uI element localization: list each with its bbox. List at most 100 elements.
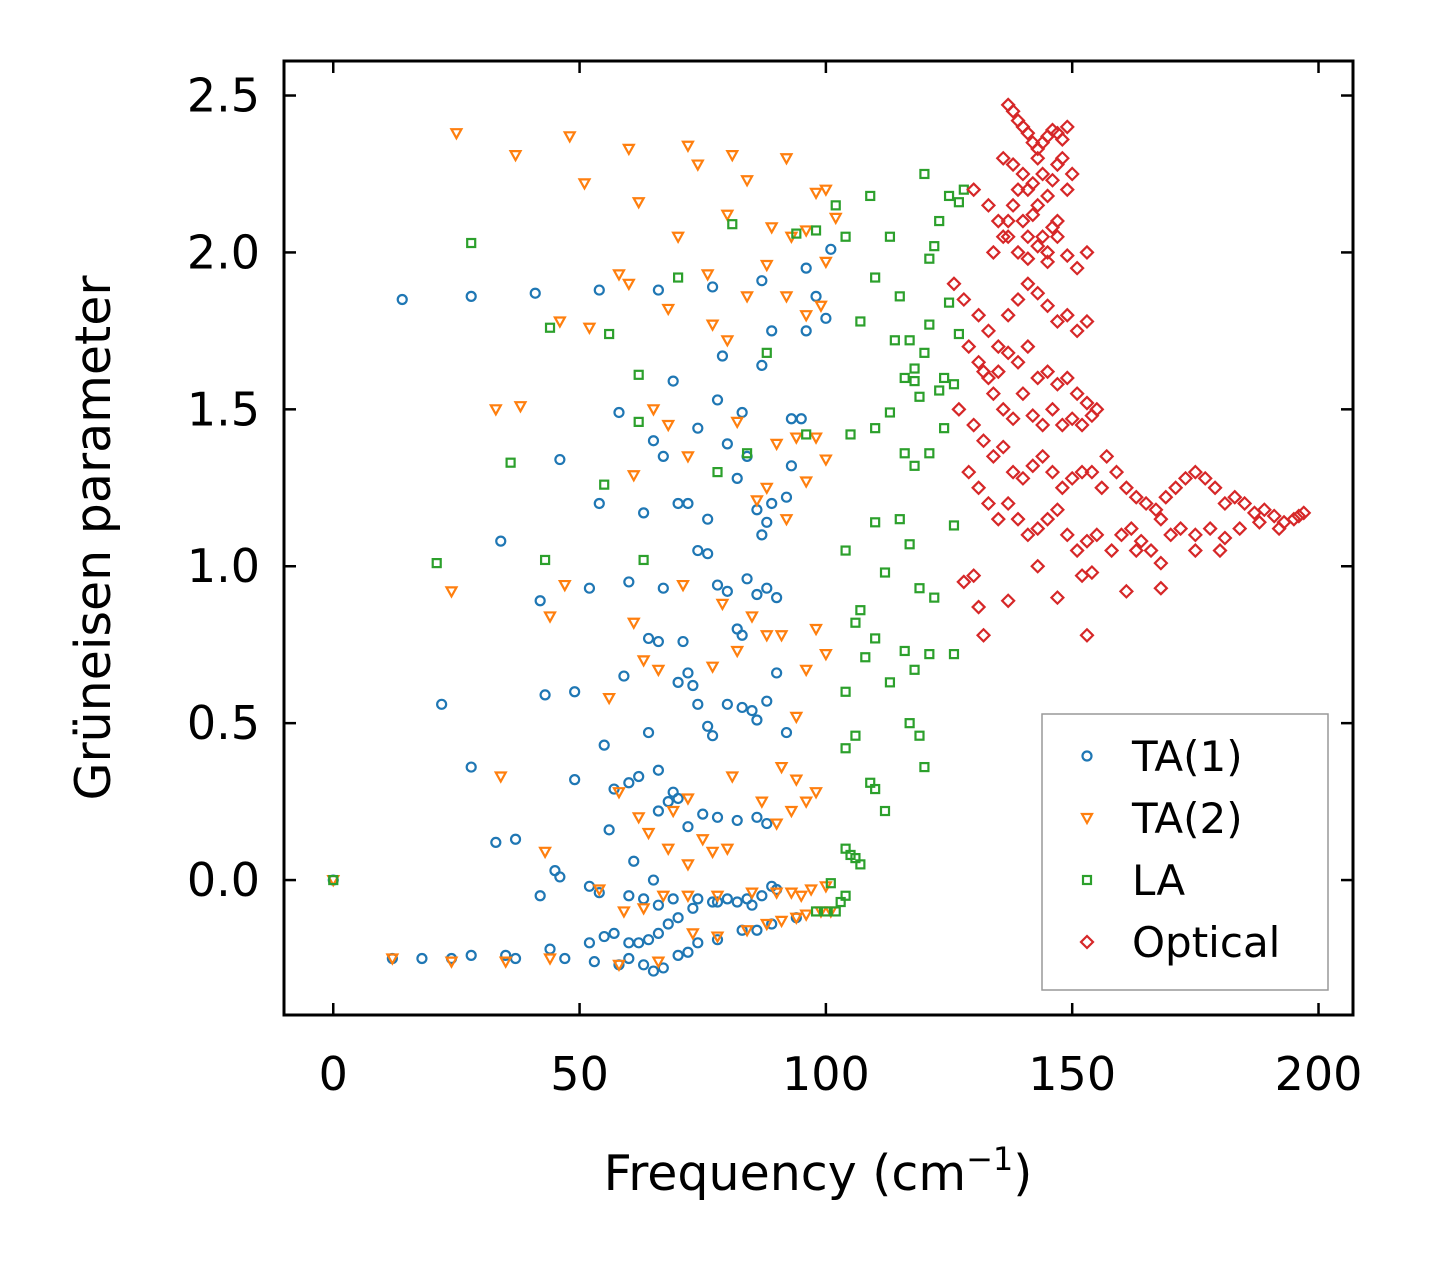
point-ta2	[681, 859, 695, 872]
point-optical	[1030, 521, 1046, 537]
legend-label: Optical	[1132, 918, 1280, 967]
point-ta1	[756, 359, 768, 372]
point-optical	[1212, 542, 1228, 559]
point-optical	[966, 568, 982, 584]
point-ta1	[766, 325, 778, 337]
point-ta2	[631, 812, 646, 825]
point-ta1	[672, 676, 684, 688]
point-optical	[1054, 131, 1070, 148]
point-optical	[1005, 157, 1021, 173]
point-ta2	[385, 953, 400, 966]
point-ta2	[543, 953, 557, 966]
point-ta2	[626, 470, 641, 483]
point-ta1	[756, 275, 768, 287]
point-optical	[985, 244, 1001, 260]
point-ta1	[736, 701, 748, 714]
point-ta1	[638, 507, 650, 519]
point-la	[870, 517, 881, 528]
point-optical	[1079, 244, 1095, 260]
point-optical	[1044, 401, 1061, 417]
point-ta2	[538, 846, 552, 860]
point-ta2	[819, 256, 833, 270]
point-ta2	[705, 319, 720, 332]
point-optical	[1069, 542, 1085, 559]
point-optical	[1049, 213, 1065, 229]
y-tick-label: 2.0	[187, 225, 260, 279]
point-optical	[1049, 376, 1065, 392]
point-optical	[990, 511, 1006, 527]
point-optical	[1158, 489, 1174, 505]
point-optical	[1035, 229, 1051, 245]
point-ta2	[705, 661, 720, 674]
point-optical	[1069, 323, 1085, 339]
point-optical	[1251, 514, 1267, 530]
point-optical	[1040, 244, 1056, 260]
point-ta1	[598, 739, 610, 751]
point-la	[879, 805, 891, 817]
point-la	[761, 347, 772, 358]
point-la	[633, 369, 644, 380]
point-ta2	[809, 787, 823, 800]
point-la	[894, 291, 905, 302]
point-ta2	[710, 890, 725, 904]
point-ta2	[681, 890, 695, 904]
point-optical	[1197, 470, 1213, 486]
point-ta1	[633, 770, 645, 783]
point-optical	[1089, 527, 1105, 543]
point-ta1	[692, 698, 704, 710]
point-ta1	[539, 689, 551, 701]
point-ta1	[593, 887, 605, 899]
point-ta1	[721, 893, 733, 905]
point-ta2	[799, 476, 814, 489]
point-ta1	[771, 592, 783, 604]
point-ta1	[495, 535, 507, 547]
point-la	[939, 372, 950, 384]
point-ta1	[746, 899, 758, 911]
point-optical	[1074, 417, 1090, 433]
point-ta1	[603, 824, 615, 836]
point-ta2	[695, 834, 710, 847]
point-ta2	[799, 664, 814, 678]
point-la	[840, 686, 851, 697]
point-optical	[975, 627, 992, 643]
legend-label: TA(2)	[1131, 794, 1243, 843]
point-ta2	[720, 843, 735, 856]
point-la	[934, 215, 945, 227]
point-ta2	[809, 623, 823, 637]
point-optical	[1000, 495, 1016, 512]
x-tick-label: 150	[1028, 1047, 1116, 1101]
point-optical	[1040, 254, 1056, 270]
point-optical	[1084, 564, 1100, 581]
point-ta2	[661, 419, 676, 433]
point-ta2	[681, 451, 695, 464]
point-ta1	[756, 529, 768, 541]
point-optical	[1020, 251, 1036, 267]
point-ta1	[731, 472, 743, 484]
y-tick-label: 0.5	[187, 696, 260, 750]
point-ta2	[759, 918, 774, 932]
point-la	[431, 558, 442, 569]
point-la	[884, 231, 896, 242]
point-optical	[1079, 395, 1095, 411]
point-optical	[971, 480, 987, 496]
point-ta2	[612, 269, 626, 282]
point-la	[544, 322, 556, 333]
point-ta2	[715, 598, 730, 612]
point-ta1	[534, 890, 546, 902]
point-ta1	[736, 629, 748, 641]
point-ta1	[736, 406, 748, 419]
point-ta1	[642, 934, 655, 946]
point-optical	[1049, 590, 1065, 606]
point-ta2	[730, 645, 745, 659]
point-optical	[1005, 197, 1021, 213]
point-ta1	[702, 548, 714, 560]
point-ta1	[721, 585, 733, 597]
point-optical	[1094, 480, 1110, 496]
point-ta1	[761, 817, 773, 830]
point-ta1	[652, 635, 664, 648]
point-optical	[1040, 298, 1056, 314]
point-ta2	[759, 630, 774, 643]
y-tick-label: 1.5	[187, 382, 260, 436]
point-optical	[1040, 188, 1056, 204]
point-la	[860, 652, 871, 663]
